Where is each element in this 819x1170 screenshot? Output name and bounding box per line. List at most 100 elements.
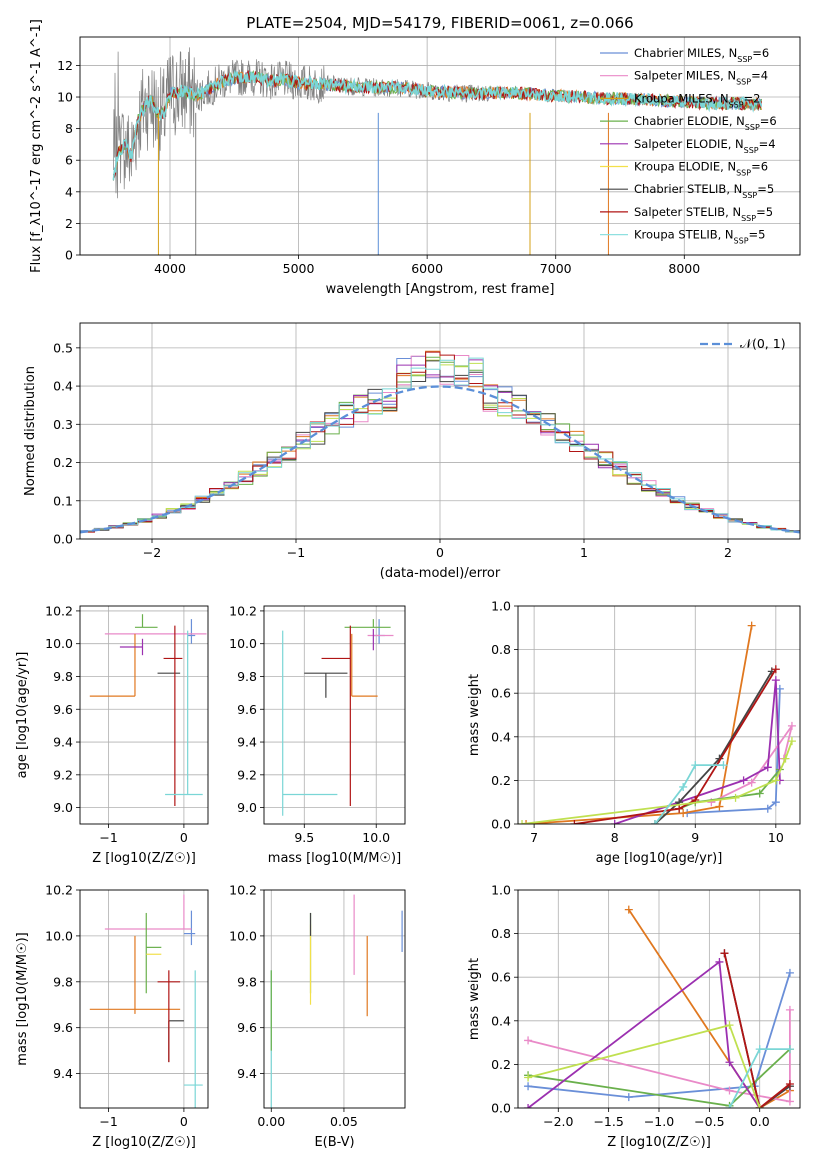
weight-point <box>775 684 784 693</box>
weight-point <box>787 737 796 746</box>
legend-label: Salpeter ELODIE, NSSP=4 <box>634 137 776 155</box>
panel-mass-vs-ebv: 0.00 0.05 9.4 9.6 9.8 10.0 10.2 E(B-V) <box>229 883 406 1150</box>
y-tick-label: 9.6 <box>237 1020 257 1035</box>
weight-line <box>654 670 773 824</box>
legend-label: 𝒩(0, 1) <box>740 336 786 351</box>
weight-point <box>747 778 756 787</box>
weight-point <box>725 1058 734 1067</box>
y-tick-label: 10.2 <box>229 883 257 898</box>
x-tick-label: 9 <box>691 830 699 845</box>
y-tick-label: 9.8 <box>53 669 73 684</box>
axes-frame <box>79 322 801 540</box>
axes-frame <box>263 889 406 1109</box>
weight-point <box>650 820 659 824</box>
y-tick-label: 0.2 <box>491 1057 511 1072</box>
y-tick-label: 0.0 <box>491 817 511 832</box>
plot-area <box>89 894 203 1108</box>
x-tick-label: −1.5 <box>593 1114 623 1129</box>
x-tick-label: −1 <box>99 830 117 845</box>
legend-label: Salpeter STELIB, NSSP=5 <box>634 205 773 223</box>
x-tick-label: 8000 <box>668 261 700 276</box>
plot-area <box>80 350 800 534</box>
y-tick-label: 0.8 <box>491 642 511 657</box>
x-tick-label: 7000 <box>540 261 572 276</box>
plot-area <box>524 905 794 1108</box>
x-axis-label: (data-model)/error <box>380 566 501 581</box>
weight-line <box>678 768 781 810</box>
y-tick-label: 0.2 <box>53 455 73 470</box>
y-tick-label: 0.3 <box>53 417 73 432</box>
y-tick-label: 4 <box>65 184 73 199</box>
figure-title: PLATE=2504, MJD=54179, FIBERID=0061, z=0… <box>246 14 633 32</box>
y-tick-label: 10.0 <box>45 636 73 651</box>
y-tick-label: 0.1 <box>53 493 73 508</box>
x-axis-label: Z [log10(Z/Z☉)] <box>92 1135 196 1150</box>
normal-curve <box>80 385 800 534</box>
legend-label: Kroupa ELODIE, NSSP=6 <box>634 160 768 178</box>
y-axis-label: mass [log10(M/M☉)] <box>15 932 30 1065</box>
panel-weight-vs-z: −2.0 −1.5 −1.0 −0.5 0.0 0.0 0.2 0.4 0.6 0.8 1.0 Z [… <box>467 883 801 1150</box>
y-axis-label: Flux [f_λ10^-17 erg cm^-2 s^-1 A^-1] <box>29 19 44 273</box>
model-spectrum <box>112 69 763 180</box>
weight-point <box>785 1080 794 1089</box>
weight-point <box>747 621 756 630</box>
y-tick-label: 0.4 <box>491 729 511 744</box>
axes-frame <box>79 605 209 825</box>
weight-point <box>755 1045 764 1054</box>
x-tick-label: 7 <box>530 830 538 845</box>
plot-area <box>112 47 763 255</box>
weight-point <box>715 802 724 811</box>
x-tick-label: 10.0 <box>362 830 390 845</box>
weight-point <box>785 1097 794 1106</box>
plot-area <box>518 621 796 824</box>
weight-point <box>570 820 579 824</box>
y-tick-label: 0.0 <box>53 532 73 547</box>
x-tick-label: −2.0 <box>543 1114 573 1129</box>
model-spectrum <box>112 71 762 181</box>
axes-frame <box>263 605 406 825</box>
legend-label: Chabrier MILES, NSSP=6 <box>634 46 769 64</box>
weight-point <box>610 820 619 824</box>
legend-label: Chabrier ELODIE, NSSP=6 <box>634 114 777 132</box>
weight-line <box>528 972 791 1099</box>
y-tick-label: 0.4 <box>491 1013 511 1028</box>
weight-point <box>771 798 780 807</box>
y-tick-label: 2 <box>65 216 73 231</box>
y-tick-label: 0.4 <box>53 379 73 394</box>
legend-label: Salpeter MILES, NSSP=4 <box>634 69 768 87</box>
weight-point <box>785 1045 794 1054</box>
weight-line <box>711 725 793 804</box>
x-axis-label: wavelength [Angstrom, rest frame] <box>326 282 555 297</box>
x-tick-label: 8 <box>611 830 619 845</box>
y-axis-label: mass weight <box>467 674 482 756</box>
x-axis-label: mass [log10(M/M☉)] <box>268 851 401 866</box>
y-axis-label: mass weight <box>467 958 482 1040</box>
y-tick-label: 10.2 <box>229 603 257 618</box>
y-axis-label: Normed distribution <box>23 366 38 496</box>
x-axis-label: Z [log10(Z/Z☉)] <box>92 851 196 866</box>
axes-frame <box>517 889 801 1109</box>
panel-age-vs-mass: 9.5 10.0 9.0 9.2 9.4 9.6 9.8 10.0 10.2 mass [log1… <box>229 603 406 866</box>
plot-area <box>89 614 207 806</box>
weight-point <box>624 905 633 914</box>
weight-point <box>755 1104 764 1108</box>
x-tick-label: 5000 <box>283 261 315 276</box>
legend-label: Chabrier STELIB, NSSP=5 <box>634 182 774 200</box>
y-tick-label: 0.2 <box>491 773 511 788</box>
weight-point <box>731 793 740 802</box>
x-tick-label: 10 <box>768 830 784 845</box>
weight-point <box>725 1104 734 1108</box>
weight-point <box>771 676 780 685</box>
x-tick-label: 1 <box>580 545 588 560</box>
residual-histogram <box>80 360 800 533</box>
weight-point <box>522 820 531 824</box>
weight-point <box>679 782 688 791</box>
weight-point <box>715 957 724 966</box>
x-axis-label: Z [log10(Z/Z☉)] <box>607 1135 711 1150</box>
plot-area <box>270 894 403 1108</box>
y-tick-label: 10.2 <box>45 603 73 618</box>
panel-mass-vs-z: −1 0 9.4 9.6 9.8 10.0 10.2 Z [log10(Z/Z☉)] mass … <box>15 883 209 1150</box>
weight-point <box>755 789 764 798</box>
weight-point <box>719 761 728 770</box>
